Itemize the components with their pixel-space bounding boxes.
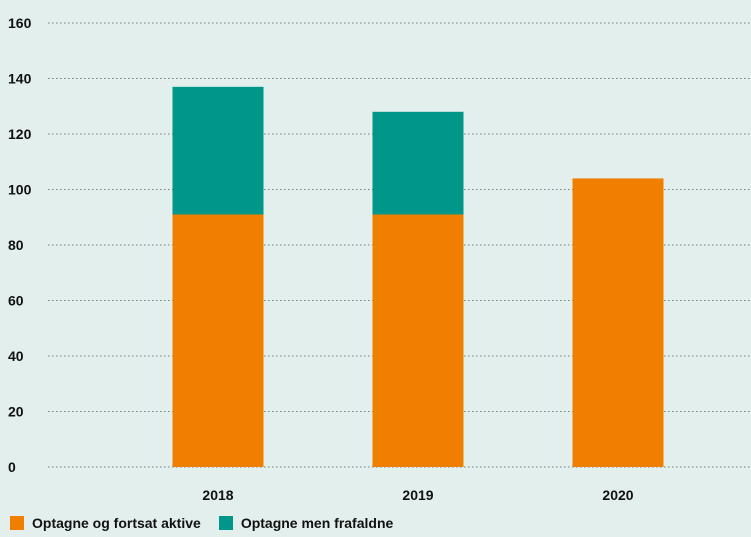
legend-label-dropped: Optagne men frafaldne xyxy=(240,515,394,531)
y-tick-label: 140 xyxy=(8,71,32,87)
bar-active xyxy=(372,214,464,467)
y-tick-label: 80 xyxy=(8,237,24,253)
x-tick-label: 2019 xyxy=(402,487,433,503)
y-tick-label: 20 xyxy=(8,404,24,420)
y-tick-label: 40 xyxy=(8,348,24,364)
bar-active xyxy=(572,178,664,467)
y-tick-label: 0 xyxy=(8,459,16,475)
x-tick-label: 2020 xyxy=(602,487,633,503)
y-tick-label: 60 xyxy=(8,293,24,309)
legend-swatch-active xyxy=(10,516,24,530)
y-tick-label: 120 xyxy=(8,126,32,142)
legend-item-active: Optagne og fortsat aktive xyxy=(10,515,201,531)
legend-label-active: Optagne og fortsat aktive xyxy=(32,515,201,531)
bar-active xyxy=(172,214,264,467)
bar-dropped xyxy=(172,86,264,215)
y-tick-label: 100 xyxy=(8,182,32,198)
stacked-bar-chart: 0 20 40 60 80 100 120 140 160 2018 2019 2020 xyxy=(8,15,751,503)
legend-item-dropped: Optagne men frafaldne xyxy=(218,515,394,531)
legend: Optagne og fortsat aktive Optagne men fr… xyxy=(10,515,393,531)
legend-swatch-dropped xyxy=(218,516,233,530)
y-tick-label: 160 xyxy=(8,15,32,31)
x-tick-label: 2018 xyxy=(202,487,233,503)
bar-dropped xyxy=(372,111,464,215)
